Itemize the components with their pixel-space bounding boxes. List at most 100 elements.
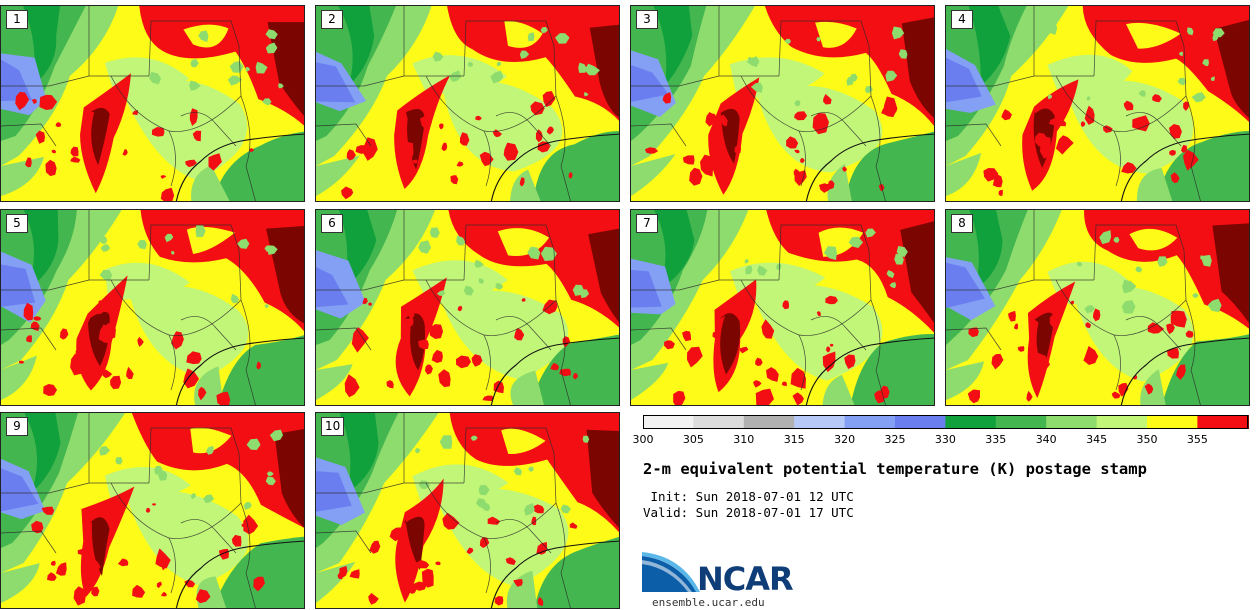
green-speck	[776, 263, 782, 270]
green-speck	[865, 228, 876, 238]
red-convective-cell	[1001, 109, 1012, 121]
red-convective-cell	[842, 166, 847, 172]
green-speck	[1099, 230, 1112, 245]
red-convective-cell	[403, 318, 414, 327]
red-convective-cell	[794, 111, 808, 121]
state-border	[946, 279, 1035, 291]
red-convective-cell	[755, 357, 763, 366]
red-convective-cell	[682, 155, 695, 165]
red-convective-cell	[1132, 115, 1150, 132]
colorbar-segment	[693, 415, 745, 429]
red-convective-cell	[712, 331, 718, 338]
red-convective-cell	[1183, 101, 1190, 111]
gulf-region	[534, 536, 619, 608]
red-convective-cell	[117, 558, 129, 567]
red-convective-cell	[73, 586, 87, 606]
coastal-lime-region	[510, 169, 541, 201]
state-border	[1185, 299, 1201, 405]
red-convective-cell	[106, 102, 115, 113]
red-convective-cell	[122, 149, 128, 156]
red-convective-cell	[761, 319, 775, 339]
red-convective-cell	[1144, 383, 1154, 395]
state-border	[180, 519, 237, 554]
state-border	[316, 279, 405, 291]
green-speck	[1046, 21, 1058, 35]
red-convective-cell	[146, 507, 151, 513]
red-convective-cell	[546, 126, 554, 135]
green-speck	[262, 98, 272, 106]
red-convective-cell	[457, 305, 463, 312]
red-convective-cell	[23, 302, 34, 321]
red-convective-cell	[1166, 323, 1175, 335]
red-convective-cell	[386, 380, 394, 389]
red-convective-cell	[43, 384, 57, 396]
red-convective-cell	[389, 527, 405, 542]
gulf-region	[529, 334, 619, 405]
red-convective-cell	[438, 123, 444, 130]
green-speck	[171, 251, 175, 255]
red-region-northeast	[447, 6, 619, 121]
state-border	[495, 112, 552, 147]
red-convective-cell	[800, 157, 805, 164]
green-speck	[1084, 305, 1095, 314]
state-border	[463, 20, 557, 97]
green-speck	[189, 80, 201, 91]
blue-core-west	[316, 267, 349, 308]
theta-e-map-8	[946, 210, 1249, 405]
coastal-lime-region	[1136, 168, 1173, 201]
state-border	[240, 502, 256, 608]
red-convective-cell	[368, 593, 379, 605]
red-convective-cell	[1017, 346, 1025, 352]
member-panel-3: 3	[630, 5, 935, 202]
red-convective-cell	[256, 361, 261, 370]
red-convective-cell	[1033, 352, 1050, 375]
red-convective-cell	[91, 586, 100, 597]
state-border	[1, 123, 57, 147]
red-region-northeast	[449, 413, 619, 533]
green-speck	[1122, 279, 1137, 294]
red-convective-cell	[368, 302, 373, 306]
theta-e-map-4	[946, 6, 1249, 201]
green-speck	[149, 71, 162, 85]
state-border	[1, 279, 90, 291]
coastline	[805, 133, 934, 201]
red-convective-cell	[689, 167, 703, 186]
member-label-2: 2	[321, 10, 343, 29]
red-convective-cell	[341, 186, 354, 200]
green-core	[24, 413, 61, 493]
red-convective-cell	[161, 563, 165, 571]
green-speck	[1178, 51, 1184, 56]
red-convective-cell	[471, 354, 483, 367]
colorbar-segment	[643, 415, 694, 429]
green-speck	[1191, 92, 1206, 103]
red-convective-cell	[416, 560, 430, 569]
green-speck	[898, 49, 908, 59]
red-convective-cell	[155, 548, 171, 569]
green-core	[653, 6, 693, 86]
red-convective-cell	[208, 153, 222, 171]
green-speck	[1076, 261, 1083, 267]
red-convective-cell	[1084, 105, 1095, 125]
red-convective-cell	[1008, 310, 1016, 322]
red-convective-cell	[1080, 121, 1086, 127]
lime-region-southwest	[316, 364, 353, 400]
state-border	[1, 482, 90, 494]
state-border	[555, 502, 571, 608]
green-speck	[278, 83, 284, 89]
blue-core-west	[1, 264, 36, 307]
coastline	[490, 133, 619, 201]
green-speck	[269, 429, 283, 442]
red-convective-cell	[1111, 391, 1121, 399]
green-speck	[432, 51, 444, 62]
red-convective-cell	[664, 340, 675, 350]
red-convective-cell	[542, 299, 558, 315]
green-speck	[230, 293, 240, 304]
red-convective-cell	[161, 591, 167, 597]
member-panel-4: 4	[945, 5, 1250, 202]
green-speck	[470, 435, 478, 441]
blue-core-west	[946, 262, 986, 308]
darkred-region-east	[588, 228, 619, 323]
gulf-region	[213, 536, 304, 608]
state-border	[316, 327, 372, 351]
green-speck	[889, 282, 897, 289]
